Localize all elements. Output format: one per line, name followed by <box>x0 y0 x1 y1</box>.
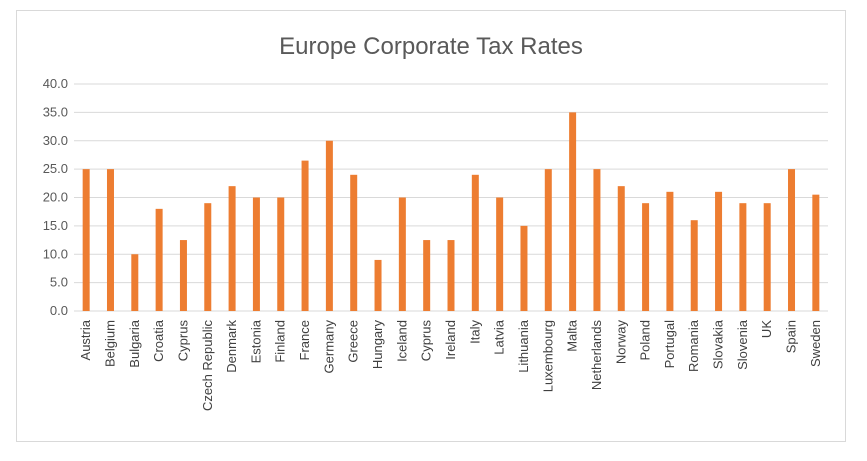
bar-malta <box>569 112 577 311</box>
chart-title: Europe Corporate Tax Rates <box>279 33 583 60</box>
bar-hungary <box>374 259 382 311</box>
x-tick-label: Poland <box>638 320 653 360</box>
bar-portugal <box>666 191 674 311</box>
x-tick-label: Denmark <box>224 320 239 373</box>
x-tick-label: Spain <box>784 320 799 353</box>
x-tick-label: Austria <box>78 319 93 360</box>
y-tick-label: 0.0 <box>50 303 68 318</box>
x-axis-ticks: Austria Belgium Bulgaria Croatia Cyprus Czech… <box>78 319 823 411</box>
bar-netherlands <box>593 169 601 311</box>
x-tick-label: Netherlands <box>589 320 604 391</box>
x-tick-label: Ireland <box>443 320 458 360</box>
x-tick-label: Latvia <box>492 319 507 354</box>
bar-denmark <box>228 186 236 311</box>
bar-bulgaria <box>131 254 139 311</box>
x-tick-label: Finland <box>273 320 288 363</box>
x-tick-label: Portugal <box>662 320 677 369</box>
bar-poland <box>642 203 650 311</box>
x-tick-label: Luxembourg <box>540 320 555 392</box>
x-tick-label: France <box>297 320 312 360</box>
x-tick-label: Romania <box>686 319 701 372</box>
y-tick-label: 10.0 <box>43 246 68 261</box>
bar-uk <box>763 203 771 311</box>
bar-cyprus <box>179 240 187 311</box>
bar-germany <box>325 140 333 311</box>
bar-lithuania <box>520 225 528 311</box>
x-tick-label: Sweden <box>808 320 823 367</box>
x-tick-label: Malta <box>565 319 580 352</box>
bar-greece <box>350 174 358 311</box>
y-tick-label: 40.0 <box>43 76 68 91</box>
bar-slovenia <box>739 203 747 311</box>
y-tick-label: 20.0 <box>43 190 68 205</box>
bar-romania <box>690 220 698 311</box>
x-tick-label: Norway <box>613 320 628 365</box>
x-tick-label: UK <box>759 320 774 338</box>
x-tick-label: Belgium <box>102 320 117 367</box>
x-tick-label: Bulgaria <box>127 319 142 367</box>
x-tick-label: Croatia <box>151 319 166 362</box>
x-tick-label: Estonia <box>248 319 263 363</box>
bar-cyprus <box>423 240 431 311</box>
bar-finland <box>277 197 285 311</box>
y-tick-label: 30.0 <box>43 133 68 148</box>
bar-italy <box>471 174 479 311</box>
x-tick-label: Slovakia <box>711 319 726 369</box>
bar-austria <box>82 169 90 311</box>
bar-ireland <box>447 240 455 311</box>
y-tick-label: 15.0 <box>43 218 68 233</box>
bar-luxembourg <box>544 169 552 311</box>
bar-spain <box>788 169 796 311</box>
x-tick-label: Hungary <box>370 320 385 370</box>
bar-iceland <box>398 197 406 311</box>
bar-latvia <box>496 197 504 311</box>
bar-croatia <box>155 208 163 311</box>
x-tick-label: Cyprus <box>175 320 190 362</box>
y-axis-ticks: 0.0 5.0 10.0 15.0 20.0 25.0 30.0 35.0 40.0 <box>43 76 68 318</box>
y-tick-label: 25.0 <box>43 161 68 176</box>
bar-france <box>301 160 309 311</box>
bar-norway <box>617 186 625 311</box>
bar-czech-republic <box>204 203 212 311</box>
x-tick-label: Italy <box>467 320 482 344</box>
bar-slovakia <box>715 191 723 311</box>
x-tick-label: Germany <box>321 320 336 374</box>
y-tick-label: 5.0 <box>50 275 68 290</box>
x-tick-label: Greece <box>346 320 361 363</box>
bar-sweden <box>812 194 820 311</box>
bar-estonia <box>252 197 260 311</box>
x-tick-label: Czech Republic <box>200 320 215 412</box>
x-tick-label: Iceland <box>394 320 409 362</box>
x-tick-label: Slovenia <box>735 319 750 370</box>
bar-belgium <box>106 169 114 311</box>
y-tick-label: 35.0 <box>43 104 68 119</box>
bars <box>82 112 820 311</box>
x-tick-label: Lithuania <box>516 319 531 373</box>
x-tick-label: Cyprus <box>419 320 434 362</box>
